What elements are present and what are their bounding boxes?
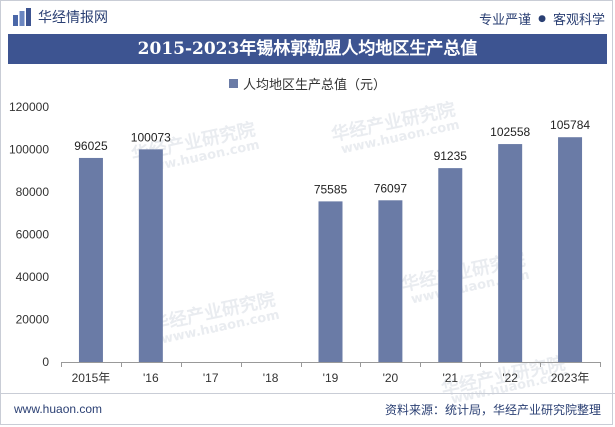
legend-label: 人均地区生产总值（元） — [242, 78, 386, 93]
tagline-right: 客观科学 — [552, 13, 605, 28]
x-tick-label: '20 — [383, 371, 399, 385]
x-tick-label: 2023年 — [551, 371, 590, 385]
bar — [558, 137, 583, 362]
x-tick-label: '16 — [143, 371, 159, 385]
bar-value-label: 96025 — [74, 139, 108, 153]
brand-logo: 华经情报网 — [12, 7, 108, 27]
bar-value-label: 75585 — [314, 182, 348, 196]
bar-value-label: 76097 — [374, 181, 408, 195]
x-tick-label: '19 — [323, 371, 339, 385]
footer-site: www.huaon.com — [14, 402, 103, 416]
x-tick-label: '17 — [203, 371, 219, 385]
chart-title: 2015-2023年锡林郭勒盟人均地区生产总值 — [137, 39, 478, 59]
brand-name: 华经情报网 — [38, 10, 108, 26]
tagline-dot-icon: ● — [538, 13, 546, 24]
tagline-left: 专业严谨 — [479, 13, 532, 28]
chart-legend: 人均地区生产总值（元） — [0, 74, 615, 93]
bar — [78, 157, 103, 362]
y-tick-label: 60000 — [16, 228, 50, 242]
bar-value-label: 102558 — [490, 125, 530, 139]
bar — [318, 201, 343, 362]
y-tick-label: 20000 — [16, 313, 50, 327]
bar — [138, 149, 163, 362]
y-tick-label: 100000 — [9, 143, 49, 157]
x-tick-label: '21 — [442, 371, 458, 385]
bar-value-label: 91235 — [434, 149, 468, 163]
x-tick-label: '22 — [502, 371, 518, 385]
y-tick-label: 120000 — [9, 100, 49, 114]
top-bar: 华经情报网 专业严谨 ● 客观科学 — [0, 0, 615, 34]
x-tick-label: 2015年 — [72, 371, 111, 385]
footer-source: 资料来源：统计局，华经产业研究院整理 — [384, 403, 601, 417]
y-tick-label: 40000 — [16, 270, 50, 284]
tagline: 专业严谨 ● 客观科学 — [479, 9, 605, 28]
y-tick-label: 0 — [42, 355, 49, 369]
footer: www.huaon.com 资料来源：统计局，华经产业研究院整理 — [0, 393, 615, 427]
y-tick-label: 80000 — [16, 185, 50, 199]
bar — [438, 168, 463, 362]
bar — [498, 144, 523, 362]
bar-value-label: 105784 — [550, 118, 590, 132]
x-tick-label: '18 — [263, 371, 279, 385]
bar-value-label: 100073 — [131, 130, 171, 144]
bar — [378, 200, 403, 362]
legend-swatch-icon — [228, 79, 238, 88]
title-bar: 2015-2023年锡林郭勒盟人均地区生产总值 — [8, 34, 607, 64]
brand-logo-icon — [13, 8, 31, 26]
